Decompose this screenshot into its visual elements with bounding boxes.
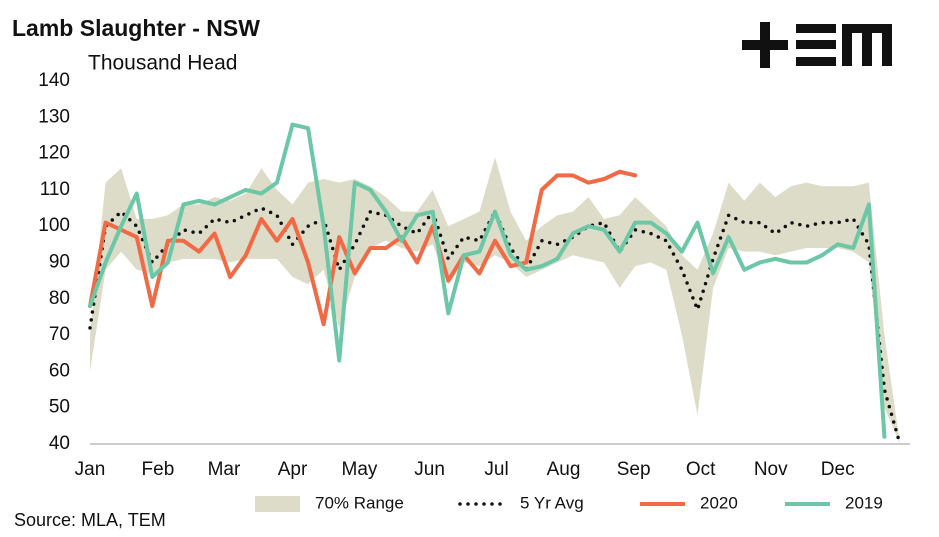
x-tick-label: Aug — [547, 459, 581, 480]
series-line — [88, 122, 887, 439]
legend-label: 2019 — [845, 493, 883, 512]
x-tick-label: Sep — [617, 459, 651, 480]
y-tick-label: 40 — [49, 433, 70, 454]
legend-label: 2020 — [700, 493, 738, 512]
chart-subtitle: Thousand Head — [88, 52, 237, 75]
x-tick-label: Feb — [142, 459, 175, 480]
source-note: Source: MLA, TEM — [14, 510, 166, 530]
chart-title: Lamb Slaughter - NSW — [12, 15, 260, 41]
y-tick-label: 60 — [49, 360, 70, 381]
range-band — [90, 157, 900, 444]
y-tick-label: 120 — [38, 143, 70, 164]
legend-label: 70% Range — [315, 493, 404, 512]
y-tick-label: 140 — [38, 70, 70, 91]
y-tick-label: 50 — [49, 397, 70, 418]
x-tick-label: Apr — [278, 459, 308, 480]
y-tick-label: 80 — [49, 288, 70, 309]
legend-label: 5 Yr Avg — [520, 493, 584, 512]
y-tick-label: 110 — [40, 179, 70, 200]
y-tick-label: 100 — [38, 215, 70, 236]
logo — [742, 22, 892, 68]
x-tick-label: Jun — [414, 459, 445, 480]
x-tick-label: Jan — [75, 459, 106, 480]
x-tick-label: Jul — [484, 459, 508, 480]
series-line — [88, 169, 638, 327]
y-tick-label: 70 — [49, 324, 70, 345]
x-tick-label: Dec — [821, 459, 855, 480]
x-tick-label: Oct — [686, 459, 716, 480]
y-tick-label: 90 — [49, 252, 70, 273]
average-line — [88, 206, 902, 444]
x-tick-label: Mar — [208, 459, 241, 480]
legend-swatch — [255, 496, 300, 512]
x-tick-label: Nov — [754, 459, 788, 480]
x-tick-label: May — [342, 459, 378, 480]
y-tick-label: 130 — [38, 106, 70, 127]
